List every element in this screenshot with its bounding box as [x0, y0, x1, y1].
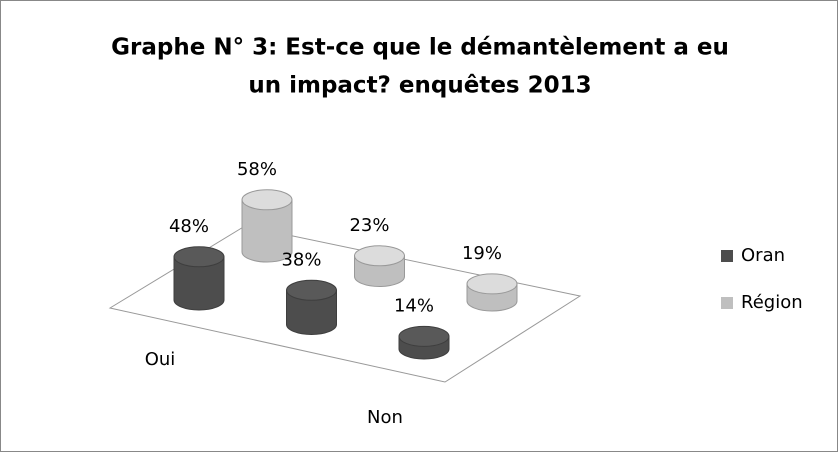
data-label: 38% — [281, 249, 321, 270]
cylinder-top — [241, 189, 293, 211]
chart-title: un impact? enquêtes 2013 — [248, 73, 591, 99]
cylinder-top — [398, 325, 450, 347]
data-label: 58% — [237, 159, 277, 180]
cylinder — [286, 289, 337, 335]
legend-swatch — [721, 297, 733, 309]
legend-label: Oran — [741, 245, 785, 266]
cylinder-top — [354, 245, 405, 267]
cylinder — [173, 256, 225, 311]
chart-title: Graphe N° 3: Est-ce que le démantèlement… — [111, 35, 729, 61]
data-label: 48% — [169, 216, 209, 237]
cylinder — [241, 199, 293, 263]
cylinder-top — [466, 273, 518, 295]
x-tick-label: Oui — [145, 349, 176, 370]
data-label: 19% — [462, 243, 502, 264]
x-tick-label: Non — [367, 407, 403, 428]
cylinder-top — [286, 279, 337, 301]
data-label: 14% — [394, 295, 434, 316]
legend-label: Région — [741, 292, 803, 313]
cylinder-top — [173, 246, 225, 268]
legend-swatch — [721, 250, 733, 262]
data-label: 23% — [349, 215, 389, 236]
